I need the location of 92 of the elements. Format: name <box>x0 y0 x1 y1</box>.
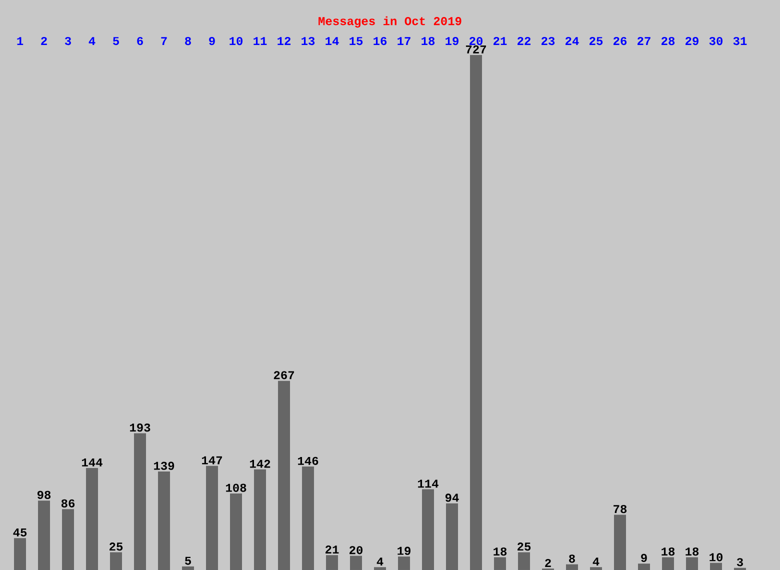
bar <box>62 509 74 570</box>
x-tick-label: 2 <box>41 36 47 45</box>
x-tick-label: 21 <box>494 36 507 45</box>
bar <box>686 557 698 570</box>
bar <box>254 469 266 570</box>
bar <box>566 564 578 570</box>
data-label: 108 <box>226 484 246 492</box>
data-label: 94 <box>445 494 459 502</box>
bar <box>110 552 122 570</box>
bar <box>614 514 626 570</box>
bar <box>710 562 722 570</box>
x-tick-label: 30 <box>709 36 722 46</box>
data-label: 267 <box>274 371 294 380</box>
x-tick-label: 9 <box>209 36 215 46</box>
data-label: 142 <box>250 460 270 468</box>
data-label: 193 <box>130 424 150 432</box>
x-tick-label: 20 <box>470 36 483 46</box>
bar <box>182 566 194 570</box>
x-tick-label: 26 <box>614 36 627 46</box>
x-tick-label: 23 <box>542 36 555 46</box>
x-tick-label: 1 <box>17 37 24 45</box>
x-tick-label: 6 <box>137 36 143 46</box>
data-label: 10 <box>710 553 722 562</box>
x-tick-label: 17 <box>398 37 410 45</box>
bar <box>134 433 146 570</box>
x-tick-label: 29 <box>686 36 698 46</box>
bar <box>38 500 50 570</box>
data-label: 19 <box>398 546 410 555</box>
bar <box>326 555 338 570</box>
x-tick-label: 25 <box>590 36 603 46</box>
x-tick-label: 3 <box>64 36 71 46</box>
data-label: 20 <box>350 546 363 554</box>
x-tick-label: 8 <box>185 36 191 46</box>
data-label: 86 <box>61 499 75 508</box>
bar <box>14 538 26 570</box>
data-label: 9 <box>641 554 647 562</box>
bar <box>470 54 482 570</box>
bar <box>350 556 362 570</box>
data-label: 727 <box>466 45 486 54</box>
bar <box>374 567 386 570</box>
data-label: 21 <box>326 545 339 554</box>
x-tick-label: 11 <box>254 37 267 45</box>
x-tick-label: 7 <box>161 37 167 45</box>
bar <box>590 567 602 570</box>
data-label: 4 <box>592 558 600 566</box>
data-label: 18 <box>494 547 507 556</box>
x-tick-label: 22 <box>518 36 530 45</box>
data-label: 8 <box>569 554 575 563</box>
data-label: 146 <box>298 456 318 465</box>
bar <box>446 503 458 570</box>
x-tick-label: 15 <box>350 37 363 46</box>
x-tick-label: 27 <box>638 36 650 45</box>
bar <box>206 466 218 570</box>
x-tick-label: 5 <box>113 37 119 46</box>
data-label: 139 <box>154 462 174 470</box>
data-label: 147 <box>202 456 222 464</box>
data-label: 3 <box>736 558 743 566</box>
data-label: 18 <box>662 547 675 556</box>
data-label: 5 <box>185 556 191 565</box>
bar <box>230 493 242 570</box>
x-tick-label: 13 <box>302 36 315 46</box>
bar <box>518 552 530 570</box>
bar <box>494 557 506 570</box>
data-label: 4 <box>376 558 384 566</box>
data-label: 25 <box>518 542 531 551</box>
bar <box>662 557 674 570</box>
bar <box>422 489 434 570</box>
bar <box>638 564 650 570</box>
data-label: 78 <box>614 504 627 514</box>
bar <box>86 468 98 570</box>
bar <box>302 466 314 570</box>
x-tick-label: 24 <box>566 36 579 45</box>
x-tick-label: 19 <box>446 36 458 46</box>
data-label: 144 <box>82 458 102 466</box>
x-tick-label: 16 <box>374 36 387 46</box>
x-tick-label: 18 <box>422 36 435 46</box>
bar <box>158 472 170 570</box>
data-label: 25 <box>110 542 123 551</box>
x-tick-label: 10 <box>230 36 243 46</box>
data-label: 18 <box>686 547 699 556</box>
data-label: 2 <box>545 558 551 567</box>
bar <box>398 556 410 570</box>
x-tick-label: 28 <box>662 36 675 46</box>
x-tick-label: 14 <box>326 37 339 45</box>
data-label: 98 <box>37 490 51 499</box>
data-label: 114 <box>418 480 438 488</box>
chart-title: Messages in Oct 2019 <box>318 16 462 28</box>
bar <box>278 380 290 570</box>
x-tick-label: 4 <box>88 37 96 45</box>
x-tick-label: 12 <box>278 36 291 45</box>
x-tick-label: 31 <box>733 36 747 46</box>
data-label: 45 <box>13 528 27 537</box>
